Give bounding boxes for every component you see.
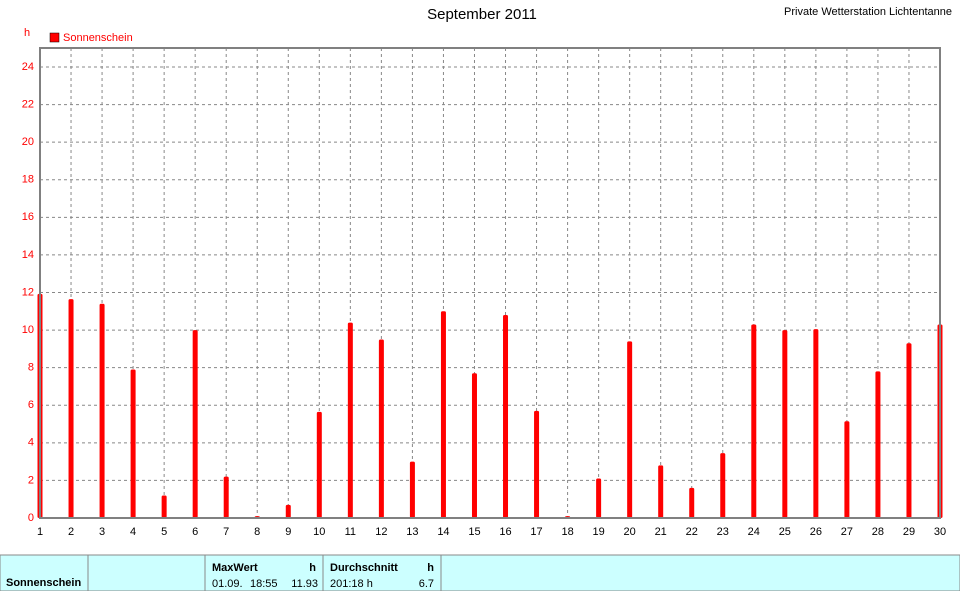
max-value: 11.93 [291, 578, 318, 590]
bar [409, 461, 415, 518]
bar [347, 322, 353, 518]
x-tick-label: 27 [841, 526, 853, 538]
y-tick-label: 8 [28, 362, 34, 374]
max-header: MaxWert [212, 562, 258, 574]
x-tick-label: 21 [655, 526, 667, 538]
bar [223, 476, 229, 518]
x-tick-label: 15 [468, 526, 480, 538]
x-tick-label: 10 [313, 526, 325, 538]
bar [285, 504, 291, 518]
bar [440, 311, 446, 518]
legend-swatch [49, 32, 60, 43]
avg-unit: h [427, 562, 434, 574]
y-tick-label: 12 [22, 286, 34, 298]
y-tick-label: 6 [28, 399, 34, 411]
x-tick-label: 24 [748, 526, 760, 538]
x-tick-label: 19 [592, 526, 604, 538]
x-tick-label: 4 [130, 526, 136, 538]
bar [813, 329, 819, 518]
station-name: Private Wetterstation Lichtentanne [784, 6, 952, 18]
bar [99, 303, 105, 518]
x-tick-label: 12 [375, 526, 387, 538]
x-tick-label: 28 [872, 526, 884, 538]
x-tick-label: 18 [561, 526, 573, 538]
y-tick-label: 16 [22, 211, 34, 223]
avg-header: Durchschnitt [330, 562, 398, 574]
legend-label: Sonnenschein [63, 32, 133, 44]
bar [875, 371, 881, 518]
x-tick-label: 1 [37, 526, 43, 538]
bar [658, 465, 664, 518]
x-tick-label: 25 [779, 526, 791, 538]
y-tick-label: 22 [22, 98, 34, 110]
x-tick-label: 5 [161, 526, 167, 538]
x-tick-label: 29 [903, 526, 915, 538]
x-tick-label: 13 [406, 526, 418, 538]
y-tick-label: 2 [28, 474, 34, 486]
y-tick-label: 10 [22, 324, 34, 336]
bar [378, 339, 384, 518]
max-unit: h [309, 562, 316, 574]
bar [596, 478, 602, 518]
bar [503, 315, 509, 518]
x-tick-label: 2 [68, 526, 74, 538]
bar [720, 453, 726, 518]
x-tick-label: 3 [99, 526, 105, 538]
x-tick-label: 17 [530, 526, 542, 538]
x-tick-label: 23 [717, 526, 729, 538]
y-tick-label: 18 [22, 174, 34, 186]
bar [68, 299, 74, 518]
bar [316, 411, 322, 518]
max-date: 01.09. [212, 578, 243, 590]
y-unit: h [24, 27, 30, 39]
bar [161, 495, 167, 518]
x-tick-label: 30 [934, 526, 946, 538]
x-tick-label: 26 [810, 526, 822, 538]
avg-value: 6.7 [419, 578, 434, 590]
bar [751, 324, 757, 518]
x-tick-label: 14 [437, 526, 449, 538]
plot-border [39, 47, 941, 519]
avg-total: 201:18 h [330, 578, 373, 590]
x-tick-label: 8 [254, 526, 260, 538]
bar [130, 369, 136, 518]
y-tick-label: 20 [22, 136, 34, 148]
table-bg [0, 554, 960, 591]
bar [471, 373, 477, 518]
summary-table: Sonnenschein MaxWert h 01.09. 18:55 11.9… [0, 554, 960, 591]
bar [906, 343, 912, 518]
x-tick-label: 9 [285, 526, 291, 538]
row-label: Sonnenschein [6, 577, 81, 589]
bar [844, 421, 850, 518]
y-tick-label: 0 [28, 512, 34, 524]
bar [534, 410, 540, 518]
x-tick-label: 20 [624, 526, 636, 538]
y-tick-label: 24 [22, 61, 34, 73]
bar [627, 341, 633, 518]
x-tick-label: 6 [192, 526, 198, 538]
y-tick-label: 4 [28, 437, 34, 449]
max-time: 18:55 [250, 578, 278, 590]
bar [192, 330, 198, 518]
bar [782, 330, 788, 518]
bar [689, 487, 695, 518]
x-tick-label: 7 [223, 526, 229, 538]
x-tick-label: 11 [345, 526, 356, 538]
x-tick-label: 16 [499, 526, 511, 538]
y-tick-label: 14 [22, 249, 34, 261]
x-tick-label: 22 [686, 526, 698, 538]
chart-title: September 2011 [427, 6, 537, 23]
